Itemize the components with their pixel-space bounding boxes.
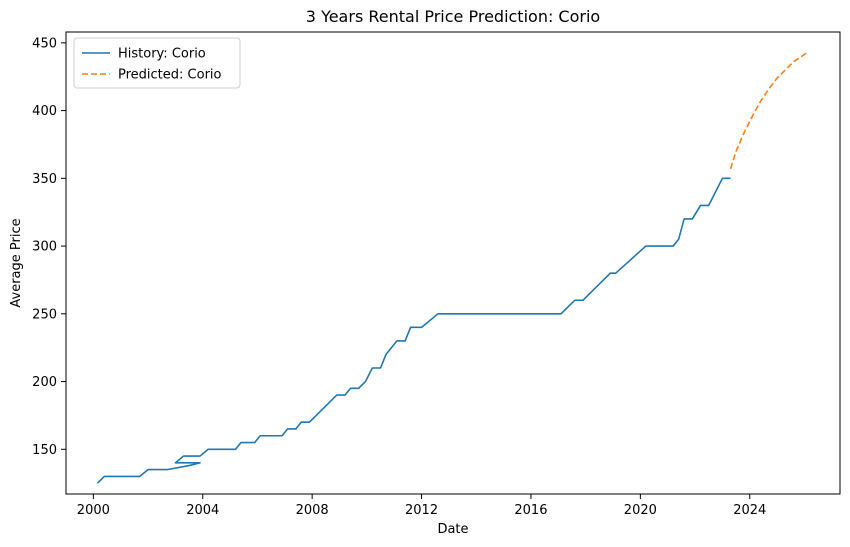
plot-area [96, 51, 808, 484]
x-tick-label: 2008 [296, 503, 329, 518]
y-tick-label: 150 [32, 443, 57, 458]
x-axis: 2000 2004 2008 2012 2016 2020 2024 [77, 494, 766, 518]
x-tick-label: 2024 [733, 503, 766, 518]
x-tick-label: 2016 [514, 503, 547, 518]
y-tick-label: 200 [32, 375, 57, 390]
y-tick-label: 350 [32, 172, 57, 187]
legend-box [73, 37, 241, 89]
series-line-history [96, 177, 731, 484]
plot-frame [65, 31, 841, 495]
x-tick-label: 2012 [405, 503, 438, 518]
x-tick-label: 2004 [186, 503, 219, 518]
legend-label: History: Corio [118, 47, 206, 62]
y-axis: 150 200 250 300 350 400 450 [32, 36, 66, 458]
y-tick-label: 400 [32, 104, 57, 119]
legend: History: Corio Predicted: Corio [73, 37, 241, 89]
legend-label: Predicted: Corio [118, 68, 222, 83]
y-axis-label: Average Price [9, 218, 24, 307]
x-tick-label: 2000 [77, 503, 110, 518]
y-tick-label: 300 [32, 240, 57, 255]
x-tick-label: 2020 [624, 503, 657, 518]
x-axis-label: Date [437, 522, 468, 537]
chart-title: 3 Years Rental Price Prediction: Corio [306, 7, 600, 26]
series-line-predicted [729, 51, 808, 170]
y-tick-label: 250 [32, 307, 57, 322]
y-tick-label: 450 [32, 36, 57, 51]
